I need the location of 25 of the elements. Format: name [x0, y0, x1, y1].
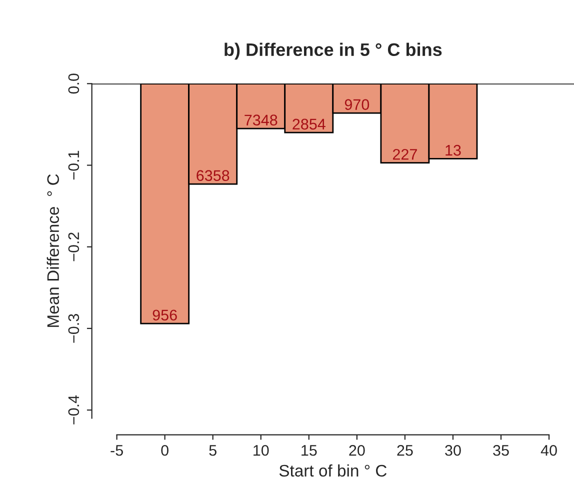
text: 13 — [446, 144, 461, 156]
text: 6358 — [196, 170, 230, 181]
x-axis-title: Start of bin ° C — [279, 464, 387, 477]
x-tick-label: 20 — [349, 444, 365, 456]
x-tick-label: 5 — [209, 445, 216, 456]
x-tick-label: 15 — [302, 445, 317, 456]
chart-title: b) Difference in 5 ° C bins — [224, 42, 442, 60]
y-tick-label: −0.2 — [68, 232, 80, 262]
x-tick-label: 25 — [397, 444, 413, 456]
x-tick-label: 40 — [540, 444, 557, 456]
x-tick-label: 0 — [161, 444, 168, 456]
y-axis-title: Mean Difference ° C — [46, 174, 60, 327]
y-tick-label: −0.4 — [68, 395, 80, 424]
x-tick-label: -5 — [110, 445, 123, 456]
y-tick-label: −0.3 — [68, 314, 80, 343]
text: 7348 — [244, 114, 278, 126]
x-tick-label: 35 — [493, 444, 509, 456]
y-tick-label: 0.0 — [68, 74, 80, 94]
text: 227 — [392, 148, 417, 160]
x-tick-label: 10 — [254, 444, 269, 456]
x-tick-label: 30 — [445, 444, 461, 456]
text: 970 — [344, 99, 370, 110]
y-tick-label: −0.1 — [68, 150, 80, 180]
text: 2854 — [292, 118, 326, 130]
text: 956 — [152, 310, 177, 321]
